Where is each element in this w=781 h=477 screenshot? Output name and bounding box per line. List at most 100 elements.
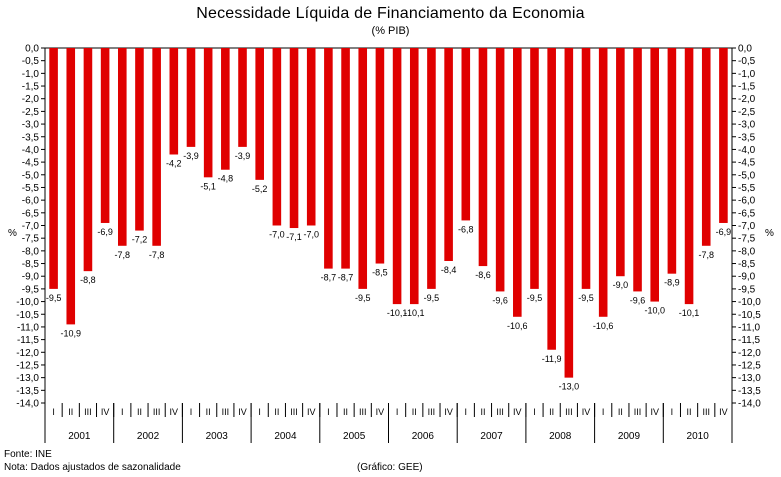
x-tick-label-quarter: IV [513, 407, 522, 417]
y-tick-label-left: -5,0 [22, 170, 40, 181]
bar [444, 48, 453, 261]
bar [530, 48, 539, 289]
x-tick-label-quarter: III [702, 407, 710, 417]
y-tick-label-right: -12,0 [738, 348, 761, 359]
bar [186, 48, 196, 147]
bar [684, 48, 694, 305]
bar-data-label: -8,4 [441, 265, 457, 275]
y-tick-label-left: -10,5 [16, 310, 39, 321]
y-tick-label-right: -6,0 [738, 196, 756, 207]
bar [169, 48, 179, 155]
y-tick-label-right: -10,0 [738, 297, 761, 308]
bar-data-label: -8,7 [321, 273, 337, 283]
x-tick-label-quarter: IV [101, 407, 110, 417]
x-tick-label-quarter: I [190, 407, 193, 417]
bar [135, 48, 144, 231]
x-tick-label-year: 2002 [137, 431, 160, 442]
x-tick-label-quarter: III [290, 407, 298, 417]
bar-data-label: -9,5 [355, 293, 371, 303]
bar-data-label: -3,9 [183, 151, 199, 161]
bar-data-label: -7,1 [286, 232, 302, 242]
y-tick-label-right: -3,0 [738, 120, 756, 131]
bar-data-label: -6,9 [97, 227, 113, 237]
y-tick-label-right: -9,0 [738, 272, 756, 283]
y-tick-label-right: -13,0 [738, 373, 761, 384]
y-tick-label-right: -4,5 [738, 158, 756, 169]
bar-data-label: -7,8 [149, 250, 165, 260]
x-tick-label-quarter: III [359, 407, 367, 417]
y-tick-label-right: -13,5 [738, 386, 761, 397]
bar [203, 48, 213, 178]
bar-data-label: -6,8 [458, 224, 474, 234]
bar-data-label: -9,6 [492, 295, 508, 305]
y-tick-label-left: -4,0 [22, 145, 40, 156]
x-tick-label-year: 2007 [480, 431, 503, 442]
bar-data-label: -10,6 [507, 321, 528, 331]
bar-data-label: -10,1 [679, 308, 700, 318]
x-tick-label-quarter: II [412, 407, 417, 417]
bar [152, 48, 161, 246]
x-tick-label-year: 2001 [68, 431, 91, 442]
x-tick-label-quarter: II [137, 407, 142, 417]
y-tick-label-left: -8,5 [22, 259, 40, 270]
y-tick-label-right: -3,5 [738, 132, 756, 143]
y-axis-label-left: % [8, 228, 17, 239]
bar-data-label: -3,9 [235, 151, 251, 161]
y-tick-label-left: -6,5 [22, 208, 40, 219]
y-tick-label-right: 0,0 [738, 44, 752, 55]
x-tick-label-quarter: II [343, 407, 348, 417]
y-tick-label-left: -13,5 [16, 386, 39, 397]
bar-data-label: -13,0 [559, 382, 580, 392]
y-tick-label-left: -8,0 [22, 246, 40, 257]
x-tick-label-quarter: III [153, 407, 161, 417]
bar [324, 48, 333, 269]
bar [701, 48, 711, 246]
bar [100, 48, 110, 223]
bar-data-label: -8,6 [475, 270, 491, 280]
x-tick-label-quarter: I [602, 407, 605, 417]
x-tick-label-quarter: IV [376, 407, 385, 417]
x-tick-label-quarter: I [396, 407, 399, 417]
y-tick-label-right: -4,0 [738, 145, 756, 156]
bar [667, 48, 677, 274]
y-tick-label-left: -2,0 [22, 94, 40, 105]
x-tick-label-year: 2008 [549, 431, 572, 442]
bar-data-label: -7,8 [115, 250, 131, 260]
bar [358, 48, 368, 289]
x-tick-label-quarter: I [121, 407, 124, 417]
y-tick-label-right: -1,5 [738, 82, 756, 93]
x-tick-label-quarter: III [222, 407, 230, 417]
bar-data-label: -9,5 [424, 293, 440, 303]
x-tick-label-quarter: II [274, 407, 279, 417]
bar-data-label: -10,0 [644, 306, 665, 316]
bar [650, 48, 660, 302]
bar-data-label: -10,1 [387, 308, 408, 318]
y-tick-label-left: -10,0 [16, 297, 39, 308]
y-tick-label-left: -9,5 [22, 284, 40, 295]
x-tick-label-quarter: IV [307, 407, 316, 417]
bar [272, 48, 282, 226]
bar-data-label: -7,2 [132, 235, 148, 245]
y-tick-label-left: -11,0 [17, 322, 39, 333]
y-tick-label-right: -14,0 [738, 399, 761, 410]
y-tick-label-right: -6,5 [738, 208, 756, 219]
x-tick-label-quarter: I [52, 407, 55, 417]
bar-data-label: -5,1 [200, 181, 216, 191]
y-tick-label-right: -2,5 [738, 107, 756, 118]
x-tick-label-quarter: II [549, 407, 554, 417]
bar [564, 48, 574, 378]
bar [238, 48, 247, 147]
bar [581, 48, 591, 289]
x-tick-label-quarter: III [428, 407, 436, 417]
y-tick-label-right: -10,5 [738, 310, 761, 321]
bar-data-label: -7,0 [303, 230, 319, 240]
y-tick-label-right: -12,5 [738, 360, 761, 371]
y-tick-label-left: -3,0 [22, 120, 40, 131]
x-tick-label-year: 2003 [206, 431, 229, 442]
bar [633, 48, 642, 292]
bar [289, 48, 299, 229]
x-tick-label-quarter: II [206, 407, 211, 417]
y-tick-label-right: -7,0 [738, 221, 756, 232]
footer-credit: (Gráfico: GEE) [357, 462, 423, 473]
bar-data-label: -9,5 [46, 293, 62, 303]
